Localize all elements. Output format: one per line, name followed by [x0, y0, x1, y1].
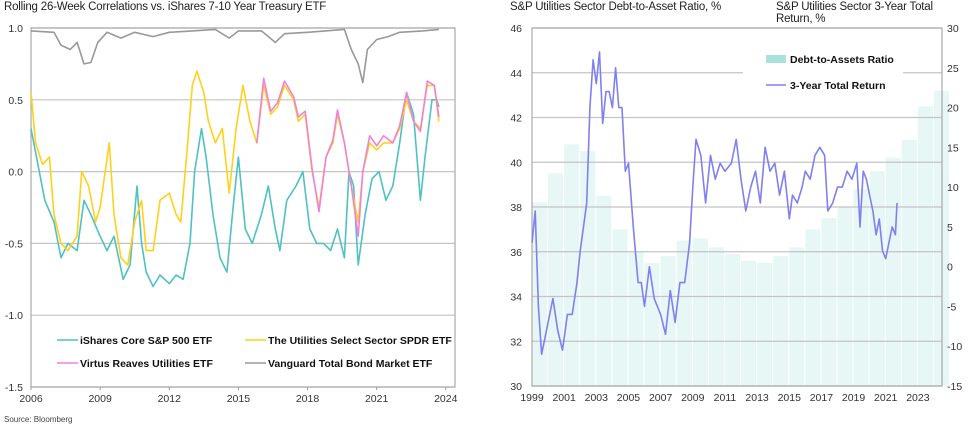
left-chart-title: Rolling 26-Week Correlations vs. iShares… [4, 1, 327, 13]
legend-box [743, 46, 903, 98]
right-y-tick-label: 20 [947, 103, 959, 115]
legend-label: Debt-to-Assets Ratio [790, 54, 894, 66]
debt-ratio-bar [869, 171, 885, 386]
series-line-2 [256, 77, 440, 237]
y-tick-label: 1.0 [8, 23, 23, 35]
right-y-tick-label: 10 [947, 182, 959, 194]
y-tick-label: -1.5 [5, 382, 23, 394]
debt-ratio-bar [917, 106, 933, 386]
left-y-tick-label: 34 [510, 292, 522, 304]
debt-ratio-bar [885, 157, 901, 386]
x-tick-label: 1999 [520, 392, 544, 404]
legend-label: The Utilities Select Sector SPDR ETF [268, 335, 452, 347]
debt-ratio-bar [628, 251, 644, 386]
x-tick-label: 2003 [585, 392, 609, 404]
x-tick-label: 2007 [649, 392, 673, 404]
plot-frame [30, 27, 456, 388]
series-line-3 [30, 28, 439, 84]
debt-ratio-bar [580, 151, 596, 386]
debt-ratio-bar [564, 144, 580, 386]
x-tick-label: 2021 [365, 393, 389, 405]
y-tick-label: -0.5 [5, 238, 23, 250]
debt-ratio-bar [789, 247, 805, 386]
left-y-tick-label: 32 [510, 336, 522, 348]
right-y-tick-label: 25 [947, 63, 959, 75]
debt-ratio-bar [660, 256, 676, 386]
x-tick-label: 2012 [158, 393, 182, 405]
x-tick-label: 2015 [227, 393, 251, 405]
debt-ratio-bar [692, 238, 708, 386]
x-tick-label: 2005 [617, 392, 641, 404]
right-y-tick-label: 15 [947, 142, 959, 154]
debt-ratio-bar [548, 173, 564, 386]
x-tick-label: 2019 [842, 392, 866, 404]
x-tick-label: 2001 [552, 392, 576, 404]
series-line-1 [30, 70, 440, 266]
plot-frame [531, 27, 943, 387]
x-tick-label: 2018 [296, 393, 320, 405]
debt-ratio-bar [821, 218, 837, 386]
left-y-tick-label: 46 [510, 23, 522, 35]
left-y-tick-label: 36 [510, 247, 522, 259]
y-tick-label: -1.0 [5, 310, 23, 322]
debt-ratio-bar [853, 189, 869, 386]
right-y-tick-label: 30 [947, 23, 959, 35]
x-tick-label: 2015 [778, 392, 802, 404]
debt-ratio-bar [901, 139, 917, 386]
x-tick-label: 2023 [906, 392, 930, 404]
right-y-tick-label: 0 [947, 262, 953, 274]
left-y-tick-label: 38 [510, 202, 522, 214]
x-tick-label: 2011 [714, 392, 737, 404]
right-y-tick-label: -10 [947, 341, 962, 353]
right-y-tick-label: -5 [947, 301, 956, 313]
left-y-tick-label: 42 [510, 113, 522, 125]
x-tick-label: 2017 [810, 392, 834, 404]
debt-ratio-bar [724, 253, 741, 386]
y-tick-label: 0.0 [8, 167, 23, 179]
left-y-tick-label: 44 [510, 68, 522, 80]
legend-label: Vanguard Total Bond Market ETF [268, 358, 433, 370]
series-line-0 [30, 91, 440, 288]
legend-label: 3-Year Total Return [790, 80, 886, 92]
x-tick-label: 2021 [874, 392, 898, 404]
debt-ratio-bar [676, 240, 692, 386]
y-tick-label: 0.5 [8, 95, 23, 107]
right-y-tick-label: 5 [947, 222, 953, 234]
debt-ratio-bar [612, 229, 628, 386]
left-y-tick-label: 30 [510, 381, 522, 393]
x-tick-label: 2024 [434, 393, 458, 405]
legend-label: iShares Core S&P 500 ETF [80, 335, 213, 347]
right-chart-title-left-axis: S&P Utilities Sector Debt-to-Asset Ratio… [510, 1, 722, 13]
debt-ratio-bar [741, 260, 757, 386]
debt-ratio-bar [532, 202, 548, 386]
debt-ratio-bar [596, 195, 612, 386]
right-y-tick-label: -15 [947, 381, 962, 393]
debt-ratio-bar [644, 262, 660, 386]
x-tick-label: 2009 [681, 392, 705, 404]
x-tick-label: 2006 [19, 393, 43, 405]
debt-ratio-bar [757, 262, 773, 386]
right-chart-title-right-axis: S&P Utilities Sector 3-Year Total Return… [776, 1, 933, 25]
left-y-tick-label: 40 [510, 157, 522, 169]
x-tick-label: 2009 [88, 393, 112, 405]
debt-ratio-bar [805, 229, 821, 386]
total-return-line [531, 51, 898, 356]
x-tick-label: 2013 [745, 392, 769, 404]
debt-ratio-bar [773, 256, 789, 386]
legend-label: Virtus Reaves Utilities ETF [80, 358, 213, 370]
debt-ratio-bar [708, 247, 724, 386]
source-note: Source: Bloomberg [4, 415, 73, 424]
legend-swatch-bars [766, 55, 786, 63]
